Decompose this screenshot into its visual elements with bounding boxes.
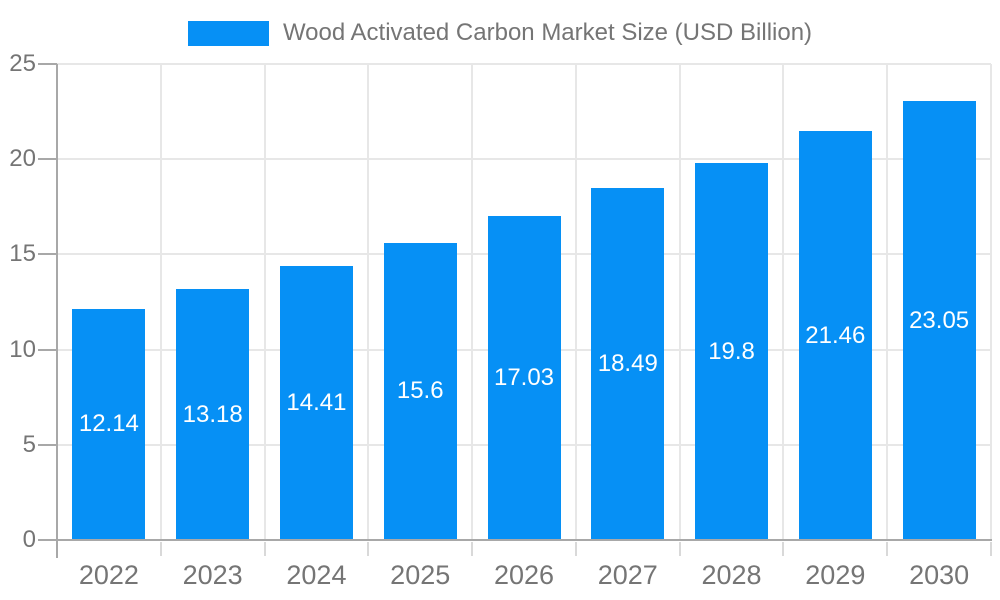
y-axis-tick [38,443,57,446]
x-axis-label: 2030 [909,560,970,590]
gridline-vertical [367,64,370,540]
x-axis-line [56,539,992,541]
gridline-vertical [886,64,889,540]
y-axis-label: 0 [22,526,36,553]
gridline-vertical [782,64,785,540]
x-axis-tick [574,542,577,556]
y-axis-tick [38,158,57,161]
y-axis-tick [38,539,57,541]
x-axis-tick [782,542,785,556]
x-axis-label: 2025 [390,560,451,590]
gridline-vertical [678,64,681,540]
bar-value-label: 14.41 [286,388,347,416]
bar[interactable] [695,163,769,540]
y-axis-label: 10 [9,335,36,363]
y-axis-tick [38,253,57,256]
bar-value-label: 19.8 [708,337,755,365]
bar-value-label: 18.49 [597,349,658,377]
x-axis-tick [367,542,370,556]
bar[interactable] [383,242,457,540]
bar[interactable] [72,308,146,540]
gridline-vertical [990,64,992,540]
y-axis-tick [38,63,57,65]
x-axis-tick [159,542,162,556]
y-axis-label: 20 [9,145,36,173]
bar[interactable] [487,215,561,540]
x-axis-label: 2027 [597,560,658,590]
bar-value-label: 15.6 [396,377,444,405]
y-axis-label: 25 [9,50,36,77]
bar-value-label: 17.03 [493,363,555,391]
legend-swatch-icon [187,20,269,46]
gridline-vertical [574,64,577,540]
x-axis-label: 2022 [78,560,139,590]
x-axis-label: 2026 [493,560,555,590]
bar-value-label: 13.18 [182,400,243,428]
x-axis-tick [263,542,266,556]
x-axis-label: 2029 [805,560,866,590]
gridline-horizontal [57,158,991,161]
x-axis-tick [678,542,681,556]
x-axis-tick [990,542,992,556]
x-axis-label: 2023 [182,560,243,590]
x-axis-tick [886,542,889,556]
gridline-vertical [471,64,474,540]
gridline-vertical [263,64,266,540]
gridline-vertical [159,64,162,540]
y-axis-tick [38,348,57,351]
legend-label: Wood Activated Carbon Market Size (USD B… [282,19,813,46]
bar[interactable] [176,289,250,540]
bar-value-label: 23.05 [909,306,970,334]
legend-item[interactable]: Wood Activated Carbon Market Size (USD B… [0,18,1000,48]
gridline-horizontal [57,63,991,65]
bar-value-label: 21.46 [805,321,866,349]
x-axis-label: 2028 [701,560,762,590]
bar-value-label: 12.14 [78,410,139,438]
x-axis-label: 2024 [286,560,347,590]
y-axis-label: 5 [22,430,36,458]
bar[interactable] [902,101,976,540]
bar[interactable] [591,187,665,540]
x-axis-tick [471,542,474,556]
bar[interactable] [798,131,872,540]
y-axis-label: 15 [9,240,36,268]
y-axis-line [56,64,58,558]
bar[interactable] [279,265,353,540]
